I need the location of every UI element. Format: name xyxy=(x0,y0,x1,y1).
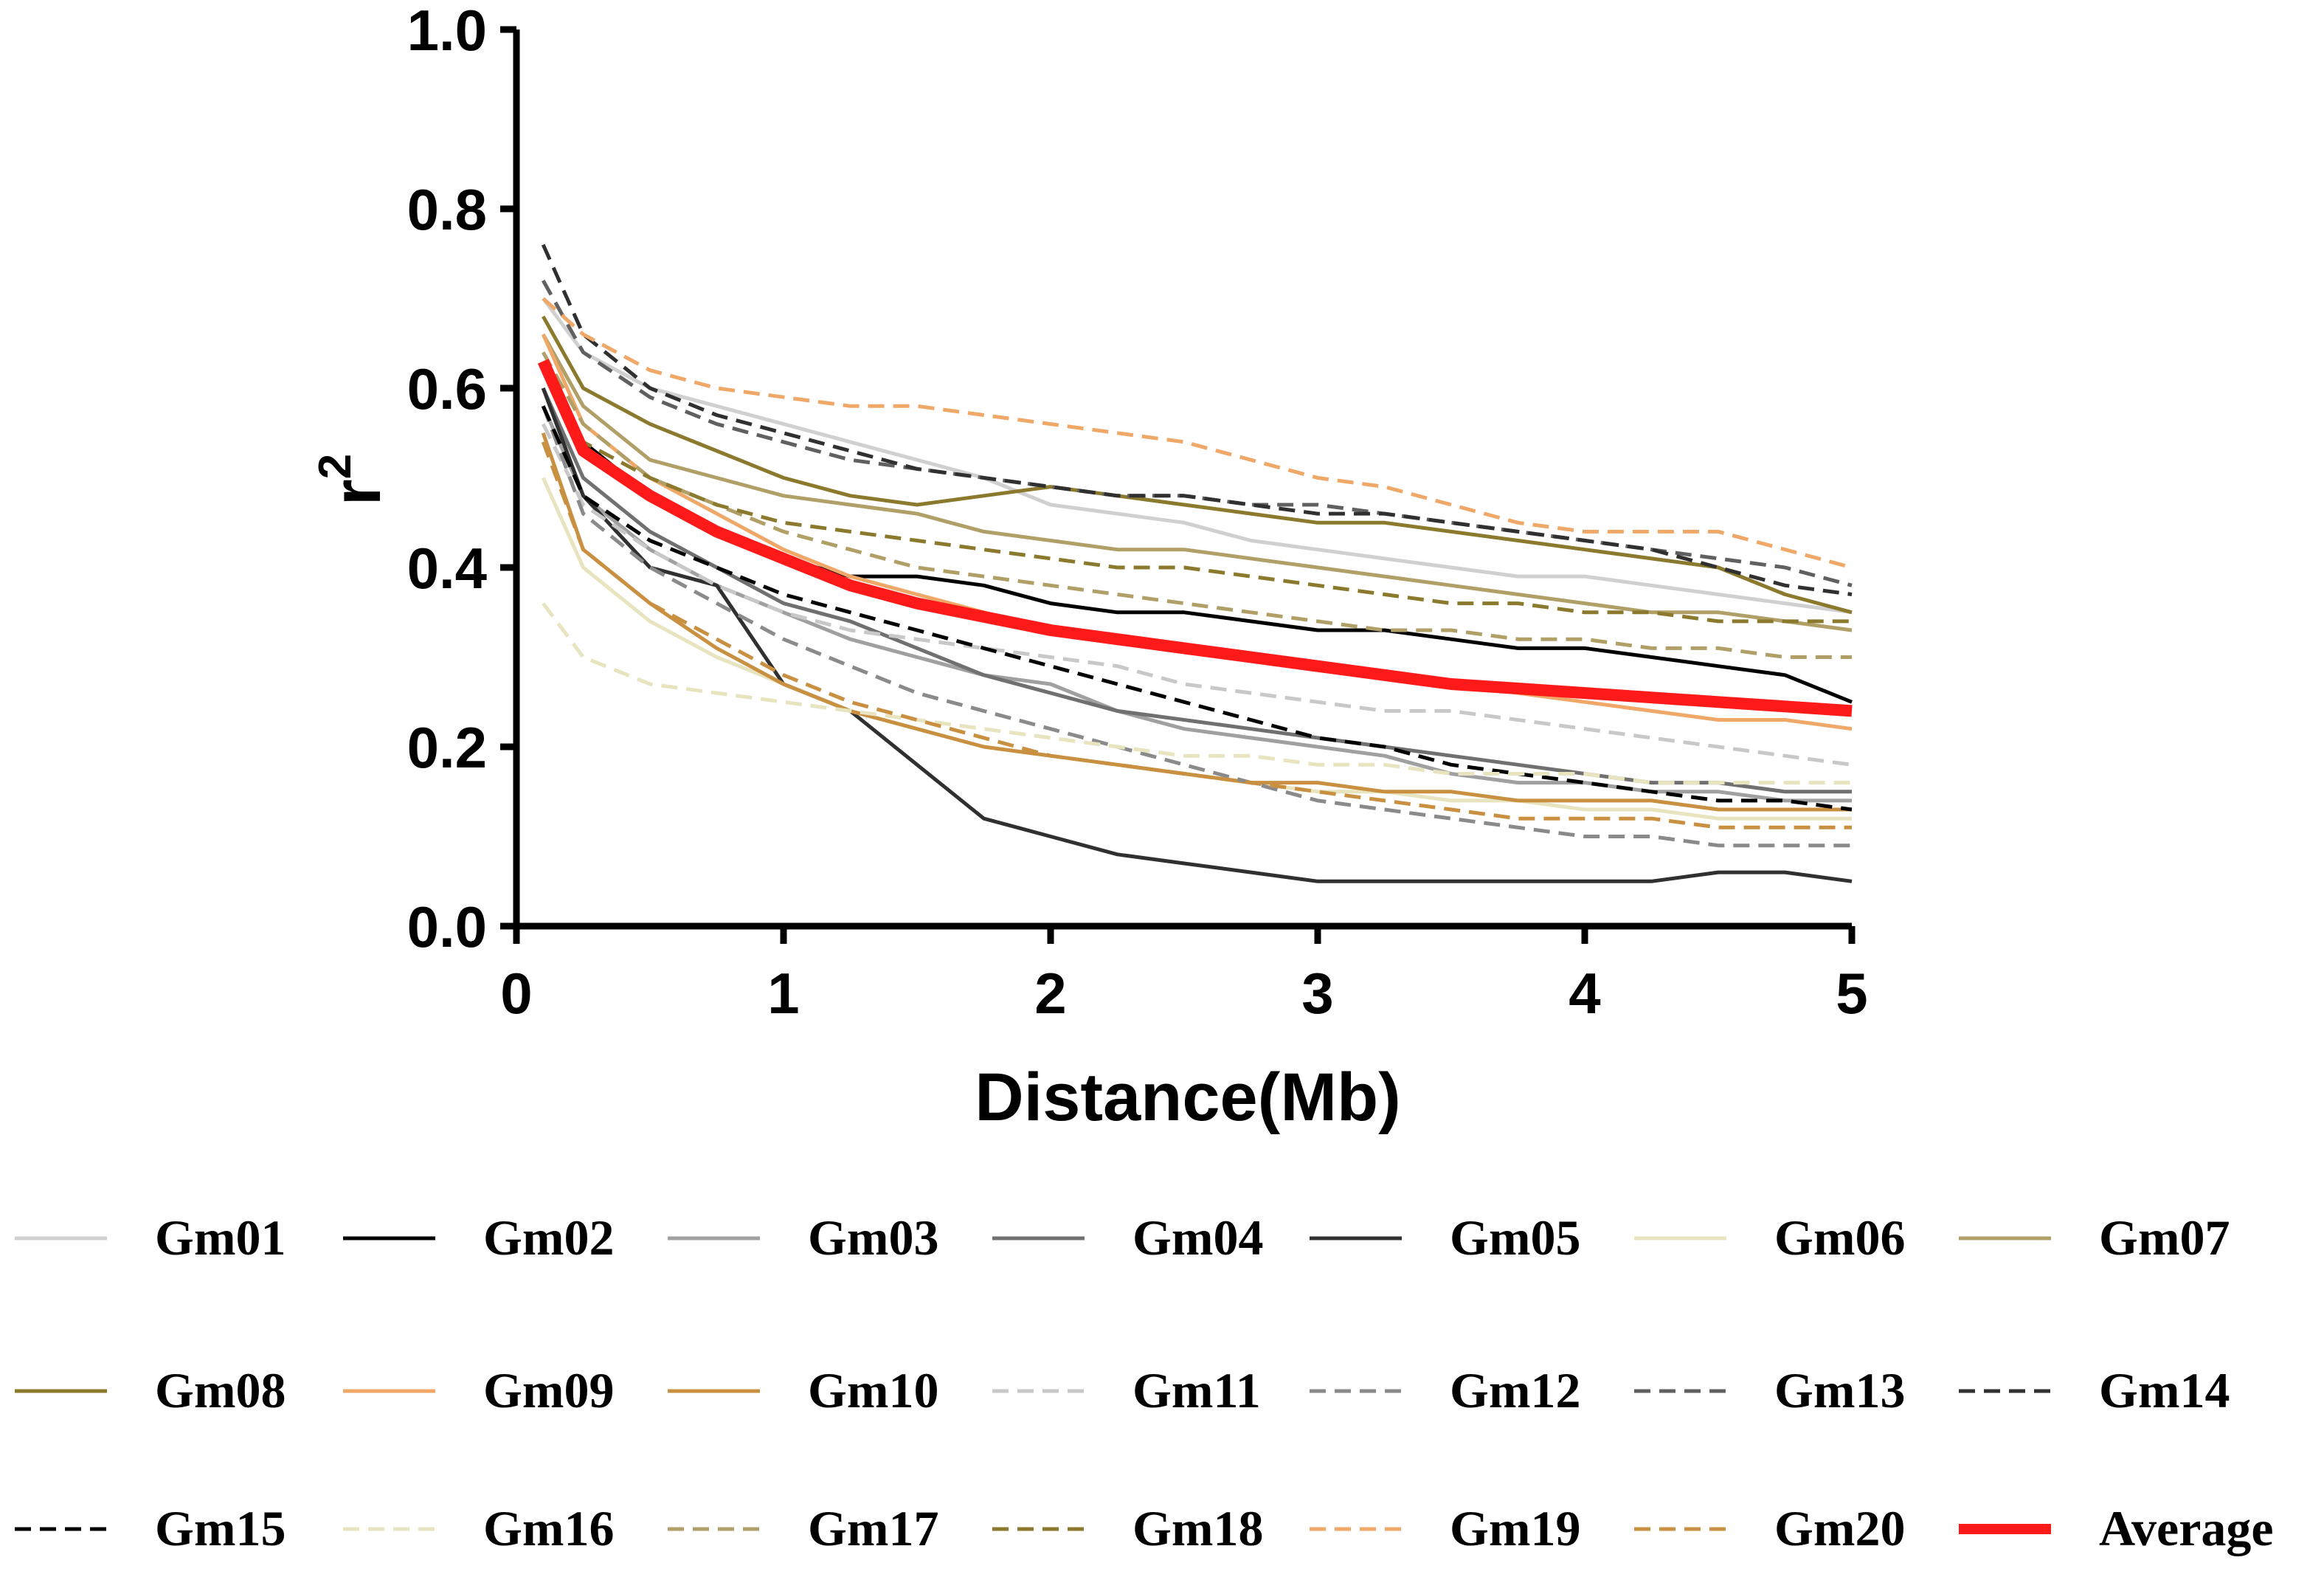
x-tick-label: 0 xyxy=(500,961,532,1026)
series-line-gm09 xyxy=(541,334,1853,731)
legend-label-gm08: Gm08 xyxy=(155,1362,286,1418)
legend-label-gm15: Gm15 xyxy=(155,1500,286,1556)
y-axis-title-superscript: 2 xyxy=(310,454,361,479)
legend-label-gm20: Gm20 xyxy=(1774,1500,1906,1556)
y-tick-label: 0.8 xyxy=(407,177,487,242)
legend-label-gm05: Gm05 xyxy=(1450,1210,1581,1266)
series-line-gm18 xyxy=(542,369,1852,624)
x-tick-label: 4 xyxy=(1569,961,1600,1026)
legend-label-gm11: Gm11 xyxy=(1132,1362,1261,1418)
legend-label-gm01: Gm01 xyxy=(155,1210,286,1266)
y-axis-title: r2 xyxy=(310,454,395,505)
legend-label-gm12: Gm12 xyxy=(1450,1362,1581,1418)
series-line-gm12 xyxy=(541,405,1852,848)
x-tick-label: 3 xyxy=(1301,961,1333,1026)
series-line-gm16 xyxy=(542,602,1852,785)
series-line-gm04 xyxy=(541,387,1852,794)
series-line-gm08 xyxy=(542,315,1853,615)
legend-label-gm17: Gm17 xyxy=(808,1500,939,1556)
x-tick-label: 1 xyxy=(767,961,799,1026)
legend: Gm01 Gm02 Gm03 Gm04 Gm05 Gm06 Gm07 Gm08 Gm09 Gm10… xyxy=(15,1210,2274,1556)
legend-label-gm09: Gm09 xyxy=(483,1362,615,1418)
legend-label-gm19: Gm19 xyxy=(1450,1500,1581,1556)
ticks: 0.0 0.2 0.4 0.6 0.8 1.0 0 1 2 3 4 5 xyxy=(407,0,1868,1026)
y-axis-title-main: r xyxy=(319,479,395,505)
series-line-average xyxy=(537,359,1853,717)
y-tick-label: 1.0 xyxy=(407,0,487,63)
legend-label-gm03: Gm03 xyxy=(808,1210,939,1266)
x-axis-title: Distance(Mb) xyxy=(975,1060,1401,1135)
legend-label-gm06: Gm06 xyxy=(1774,1210,1906,1266)
y-tick-label: 0.6 xyxy=(407,356,487,421)
series-line-gm17 xyxy=(542,351,1852,659)
y-tick-label: 0.4 xyxy=(407,536,487,601)
series-line-gm05 xyxy=(541,387,1853,883)
axes xyxy=(513,30,1852,930)
legend-label-gm07: Gm07 xyxy=(2099,1210,2230,1266)
legend-label-gm18: Gm18 xyxy=(1132,1500,1264,1556)
legend-label-gm04: Gm04 xyxy=(1132,1210,1264,1266)
legend-label-gm14: Gm14 xyxy=(2099,1362,2230,1418)
legend-label-gm10: Gm10 xyxy=(808,1362,939,1418)
legend-label-average: Average xyxy=(2099,1500,2274,1556)
x-tick-label: 5 xyxy=(1836,961,1867,1026)
legend-label-gm13: Gm13 xyxy=(1774,1362,1906,1418)
series-line-gm14 xyxy=(541,244,1853,596)
y-tick-label: 0.0 xyxy=(407,894,487,959)
series-line-gm01 xyxy=(542,297,1853,615)
x-tick-label: 2 xyxy=(1034,961,1066,1026)
series-line-gm07 xyxy=(542,333,1853,632)
legend-label-gm02: Gm02 xyxy=(483,1210,615,1266)
series-group xyxy=(537,244,1853,883)
y-tick-label: 0.2 xyxy=(407,715,487,780)
svg-text:r2: r2 xyxy=(310,454,395,505)
series-line-gm15 xyxy=(541,405,1853,812)
series-line-gm20 xyxy=(541,441,1852,829)
legend-label-gm16: Gm16 xyxy=(483,1500,615,1556)
